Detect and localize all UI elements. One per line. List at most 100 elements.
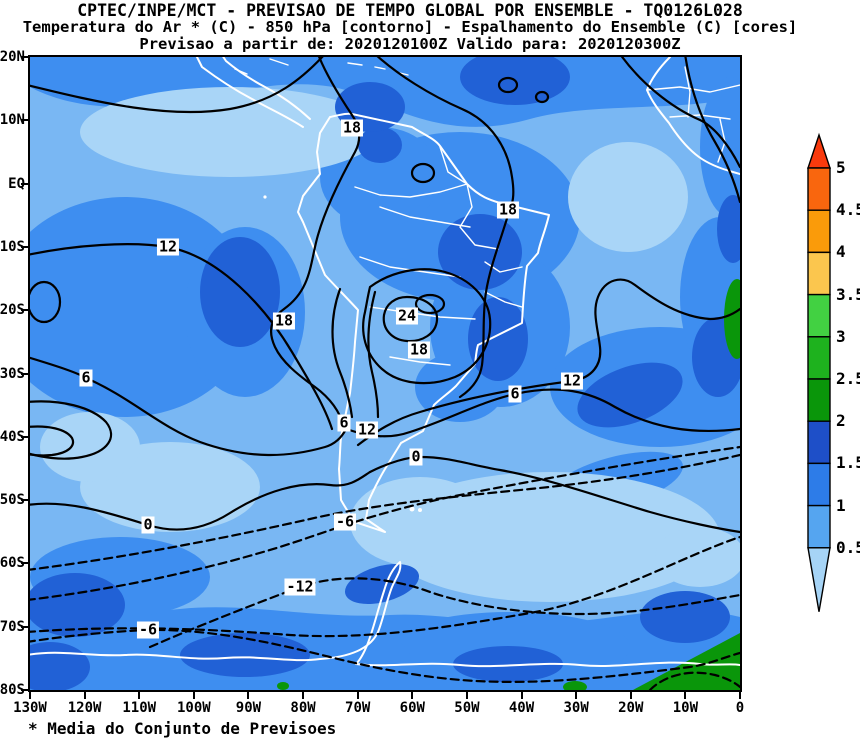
lat-tick bbox=[21, 309, 29, 312]
colorbar-tick-label: 1.5 bbox=[836, 453, 860, 473]
contour-label: 6 bbox=[79, 368, 93, 387]
lat-tick-label: 50S bbox=[0, 492, 25, 509]
lat-tick bbox=[21, 435, 29, 438]
colorbar-segment bbox=[807, 293, 831, 338]
lon-tick bbox=[520, 692, 523, 699]
lat-tick bbox=[21, 625, 29, 628]
contour-label: 12 bbox=[560, 371, 584, 390]
colorbar-segment bbox=[807, 167, 831, 211]
contour-label: 18 bbox=[272, 311, 296, 330]
lon-tick-label: 70W bbox=[345, 700, 371, 716]
contour-label: 18 bbox=[340, 118, 364, 137]
lat-tick-label: EQ bbox=[8, 175, 25, 192]
lon-tick bbox=[629, 692, 632, 699]
spread-medium-regions bbox=[30, 57, 740, 690]
lon-tick-label: 130W bbox=[13, 700, 47, 716]
colorbar-tick-label: 0.5 bbox=[836, 537, 860, 557]
lon-tick bbox=[192, 692, 195, 699]
colorbar-segment bbox=[807, 336, 831, 380]
colorbar-arrow-bottom bbox=[807, 547, 831, 612]
country-borders bbox=[234, 58, 740, 366]
spread-dark-regions bbox=[30, 57, 740, 690]
lat-tick-label: 80S bbox=[0, 682, 25, 698]
lat-tick bbox=[21, 56, 29, 58]
lat-tick bbox=[21, 372, 29, 375]
lon-tick-label: 120W bbox=[67, 700, 102, 716]
lat-tick-label: 60S bbox=[0, 555, 25, 572]
spread-pale-regions bbox=[40, 87, 740, 602]
contour-label: -6 bbox=[333, 512, 357, 531]
lon-tick-label: 40W bbox=[508, 700, 535, 716]
title-block: CPTEC/INPE/MCT - PREVISAO DE TEMPO GLOBA… bbox=[0, 2, 820, 53]
lon-tick bbox=[247, 692, 250, 699]
contour-label: 12 bbox=[355, 420, 379, 439]
contour-label: 12 bbox=[156, 237, 180, 256]
title-line-2: Temperatura do Ar * (C) - 850 hPa [conto… bbox=[22, 18, 798, 36]
contour-label: -12 bbox=[284, 577, 316, 596]
lat-tick bbox=[21, 499, 29, 502]
lon-tick-label: 30W bbox=[563, 700, 589, 716]
lon-tick bbox=[739, 692, 741, 699]
spread-green-high-regions bbox=[277, 279, 740, 690]
lat-tick-label: 20S bbox=[0, 302, 25, 319]
colorbar-segment bbox=[807, 251, 831, 296]
colorbar-tick-label: 2.5 bbox=[836, 369, 860, 388]
central-america-coastline bbox=[195, 57, 311, 128]
colorbar-segment bbox=[807, 378, 831, 422]
lon-tick-label: 60W bbox=[399, 700, 425, 716]
lon-tick bbox=[684, 692, 687, 699]
lon-tick bbox=[465, 692, 468, 699]
lat-tick bbox=[21, 119, 29, 122]
spread-shading bbox=[30, 57, 740, 690]
lon-tick-label: 100W bbox=[176, 700, 211, 716]
lat-tick bbox=[21, 562, 29, 565]
colorbar-tick-label: 3.5 bbox=[836, 284, 860, 304]
contour-label: 24 bbox=[395, 306, 419, 325]
colorbar-segment bbox=[807, 420, 831, 465]
lon-tick-label: 50W bbox=[454, 700, 480, 716]
map-canvas bbox=[30, 57, 740, 690]
contour-label: 18 bbox=[496, 200, 520, 219]
lat-tick bbox=[21, 245, 29, 248]
colorbar-tick-label: 5 bbox=[836, 158, 846, 177]
lon-tick bbox=[29, 692, 31, 699]
contour-label: 0 bbox=[141, 515, 155, 534]
lon-tick-label: 0 bbox=[735, 700, 745, 716]
colorbar-tick-label: 1 bbox=[836, 495, 846, 515]
lon-tick bbox=[83, 692, 86, 699]
colorbar-tick-label: 4.5 bbox=[836, 200, 860, 220]
lon-tick bbox=[575, 692, 578, 699]
lat-tick-label: 40S bbox=[0, 428, 25, 445]
lat-tick bbox=[21, 182, 29, 185]
map-plot-area: 18 18 12 18 24 18 6 12 6 6 12 0 0 -6 -12 -6 bbox=[28, 55, 742, 692]
lat-tick-label: 20N bbox=[0, 49, 25, 65]
title-line-3: Previsao a partir de: 2020120100Z Valido… bbox=[139, 35, 681, 53]
contour-label: 0 bbox=[409, 447, 423, 466]
lat-tick-label: 30S bbox=[0, 365, 25, 382]
title-line-1: CPTEC/INPE/MCT - PREVISAO DE TEMPO GLOBA… bbox=[77, 1, 743, 20]
africa-coastline bbox=[646, 57, 740, 175]
contour-label: 6 bbox=[337, 413, 351, 432]
lon-tick bbox=[356, 692, 359, 699]
lon-tick-label: 110W bbox=[122, 700, 157, 716]
colorbar-tick-label: 2 bbox=[836, 411, 846, 431]
islands bbox=[263, 195, 422, 512]
contour-lines-solid bbox=[30, 57, 740, 534]
colorbar-tick-label: 3 bbox=[836, 326, 846, 346]
lat-tick bbox=[21, 689, 29, 691]
colorbar-arrow-top bbox=[807, 132, 831, 169]
lon-tick bbox=[411, 692, 414, 699]
contour-label: 6 bbox=[508, 384, 522, 403]
lon-tick-label: 20W bbox=[618, 700, 644, 716]
colorbar-segment bbox=[807, 462, 831, 507]
lon-tick-label: 80W bbox=[290, 700, 316, 716]
lon-tick-label: 10W bbox=[672, 700, 699, 716]
colorbar bbox=[807, 132, 831, 612]
south-america-coastline bbox=[297, 112, 550, 533]
colorbar-segment bbox=[807, 209, 831, 254]
contour-label: 18 bbox=[407, 340, 431, 359]
lat-tick-label: 70S bbox=[0, 618, 25, 635]
lon-tick bbox=[302, 692, 305, 699]
colorbar-tick-label: 4 bbox=[836, 242, 846, 262]
